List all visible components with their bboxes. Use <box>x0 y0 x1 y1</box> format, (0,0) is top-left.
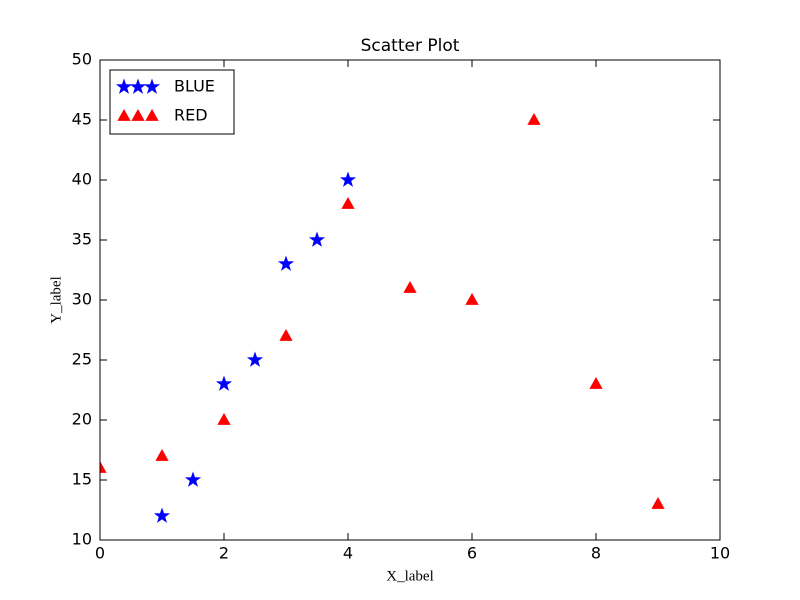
x-tick-label: 8 <box>591 544 601 563</box>
y-tick-label: 10 <box>72 530 92 549</box>
legend-label: BLUE <box>174 77 215 96</box>
y-tick-label: 25 <box>72 350 92 369</box>
chart-title: Scatter Plot <box>361 36 460 56</box>
point <box>465 293 479 305</box>
point <box>339 171 357 187</box>
x-tick-label: 2 <box>219 544 229 563</box>
y-tick-label: 45 <box>72 110 92 129</box>
x-tick-label: 0 <box>95 544 105 563</box>
point <box>153 507 171 523</box>
legend-marker <box>131 109 145 121</box>
x-tick-label: 10 <box>710 544 730 563</box>
y-tick-label: 40 <box>72 170 92 189</box>
point <box>651 497 665 509</box>
point <box>589 377 603 389</box>
legend-marker <box>129 78 147 94</box>
x-axis-label: X_label <box>386 568 433 584</box>
point <box>100 461 107 473</box>
point <box>215 375 233 391</box>
point <box>217 413 231 425</box>
y-axis-label: Y_label <box>48 276 64 323</box>
legend-marker <box>145 109 159 121</box>
point <box>527 113 541 125</box>
legend-marker <box>143 78 161 94</box>
y-tick-label: 15 <box>72 470 92 489</box>
legend-marker <box>117 109 131 121</box>
legend-label: RED <box>174 106 208 125</box>
legend-marker <box>115 78 133 94</box>
plot-area <box>100 113 665 523</box>
x-tick-label: 4 <box>343 544 353 563</box>
point <box>341 197 355 209</box>
y-tick-label: 30 <box>72 290 92 309</box>
point <box>308 231 326 247</box>
point <box>184 471 202 487</box>
y-tick-label: 20 <box>72 410 92 429</box>
y-tick-label: 35 <box>72 230 92 249</box>
point <box>403 281 417 293</box>
legend-box <box>109 69 235 135</box>
y-tick-label: 50 <box>72 50 92 69</box>
point <box>246 351 264 367</box>
point <box>279 329 293 341</box>
point <box>277 255 295 271</box>
point <box>155 449 169 461</box>
x-tick-label: 6 <box>467 544 477 563</box>
